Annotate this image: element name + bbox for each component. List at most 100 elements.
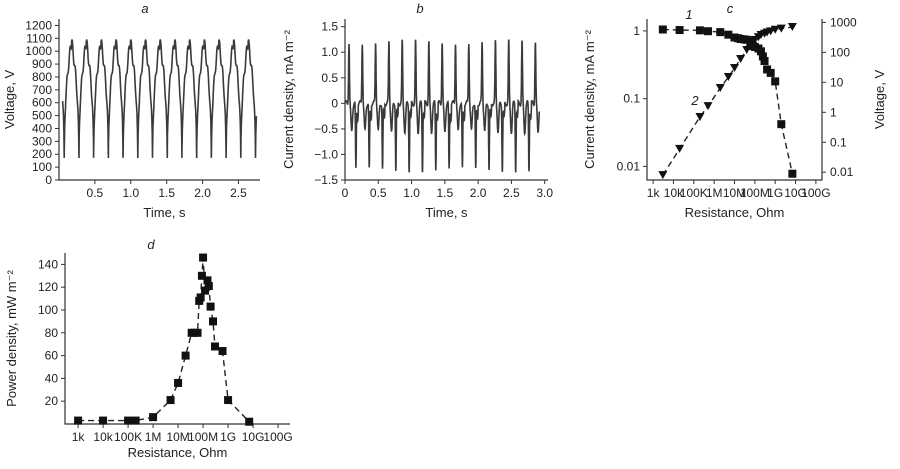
panel-d-xtick-label: 10M (166, 430, 189, 444)
power-density-point (174, 378, 183, 387)
series-1-point (758, 52, 767, 61)
panel-d-y-axis-label: Power density, mW m⁻² (4, 270, 19, 407)
series-1-point (675, 26, 684, 35)
panel-d-xtick-label: 1G (220, 430, 236, 444)
series-2-point (715, 83, 725, 92)
panel-a-x-axis-label: Time, s (143, 205, 186, 220)
panel-d-xtick-label: 1k (72, 430, 86, 444)
panel-d-xtick-label: 100M (188, 430, 218, 444)
power-density-point (204, 282, 213, 291)
series-2-label: 2 (690, 93, 699, 108)
power-density-point (224, 396, 233, 405)
series-2-point (658, 171, 668, 180)
power-density-point (193, 328, 202, 337)
series-2-point (736, 55, 746, 64)
power-density-point (211, 342, 219, 351)
panel-c-xtick-label: 100M (740, 186, 770, 200)
panel-b-ytick-label: 0.5 (321, 71, 338, 85)
panel-b-xtick-label: 0 (342, 186, 349, 200)
series-2-point (675, 144, 685, 153)
power-density-line (78, 257, 250, 423)
power-density-point (209, 317, 218, 326)
panel-b-xtick-label: 2.0 (470, 186, 487, 200)
panel-d-xtick-label: 100K (114, 430, 142, 444)
power-density-point (196, 293, 205, 302)
panel-c-label: c (727, 1, 734, 16)
panel-a-xtick-label: 2.5 (230, 186, 247, 200)
panel-b-current-trace (344, 39, 541, 173)
panel-a-ytick-label: 1100 (26, 31, 52, 45)
panel-a-ytick-label: 900 (32, 57, 52, 71)
panel-a-ytick-label: 1200 (25, 18, 52, 32)
panel-b-xtick-label: 0.5 (370, 186, 387, 200)
power-density-point (149, 413, 158, 422)
panel-d-ytick-label: 140 (38, 257, 58, 271)
series-1-point (788, 169, 797, 178)
panel-b-label: b (416, 1, 423, 16)
panel-c-ytick-label: 0.1 (830, 135, 847, 149)
series-2-point (742, 46, 752, 55)
series-1-label: 1 (685, 7, 692, 22)
panel-d-ytick-label: 120 (38, 280, 58, 294)
panel-a-y-axis-label: Voltage, V (2, 70, 17, 130)
panel-b-xtick-label: 3.0 (536, 186, 553, 200)
series-1-line (662, 28, 794, 174)
series-2-line (662, 26, 793, 176)
panel-b-ytick-label: −0.5 (314, 122, 338, 136)
panel-b-y-axis-label: Current density, mA m⁻² (281, 29, 296, 168)
panel-d-xtick-label: 1M (145, 430, 162, 444)
panel-a-chart: 0.5 1.0 1.5 2.0 2.5 0100200300400500600700800… (2, 18, 260, 220)
panel-b-chart: 0 0.5 1.0 1.5 2.0 2.5 3.0 −1.5 −1.0 −0.5 0 0.5 1.0 1.… (281, 19, 553, 220)
panel-a-xtick-label: 2.0 (194, 186, 211, 200)
panel-d-x-axis-label: Resistance, Ohm (128, 445, 228, 460)
panel-a-ytick-label: 600 (32, 96, 52, 110)
panel-a-ytick-label: 100 (32, 160, 52, 174)
power-density-point (181, 351, 190, 360)
panel-a-label: a (141, 1, 148, 16)
panel-d-ytick-label: 40 (45, 371, 59, 385)
series-2-point (776, 24, 786, 33)
series-2-point (695, 112, 705, 121)
panel-a-xtick-label: 1.5 (158, 186, 175, 200)
panel-c-xtick-label: 10k (664, 186, 684, 200)
panel-b-ytick-label: −1.5 (314, 173, 338, 187)
panel-a-ytick-label: 500 (32, 109, 52, 123)
panel-a-ytick-label: 1000 (25, 44, 52, 58)
panel-a-ytick-label: 300 (32, 134, 52, 148)
power-density-point (74, 416, 83, 425)
panel-a-ytick-label: 400 (32, 121, 52, 135)
power-density-point (206, 302, 215, 311)
power-density-point (131, 416, 140, 425)
panel-b-ytick-label: −1.0 (314, 147, 338, 161)
panel-c-ytick-label: 0.01 (617, 159, 641, 173)
panel-d-xtick-label: 10k (93, 430, 113, 444)
panel-a-ytick-label: 700 (32, 83, 52, 97)
panel-c-ytick-label: 0.01 (830, 165, 854, 179)
power-density-point (201, 286, 210, 295)
power-density-point (218, 347, 227, 356)
power-density-point (197, 271, 206, 280)
power-density-point (245, 417, 254, 426)
panel-a-ytick-label: 200 (32, 147, 52, 161)
series-1-point (724, 30, 733, 39)
panel-b-xtick-label: 1.0 (403, 186, 420, 200)
power-density-point (203, 276, 212, 285)
panel-a-xtick-label: 0.5 (87, 186, 104, 200)
series-1-point (766, 68, 775, 77)
panel-c-xtick-label: 100G (801, 186, 830, 200)
panel-c-xtick-label: 10G (784, 186, 807, 200)
panel-a-ytick-label: 800 (32, 70, 52, 84)
panel-b-x-axis-label: Time, s (425, 205, 468, 220)
series-1-point (771, 77, 780, 86)
panel-d-ytick-label: 80 (45, 326, 59, 340)
panel-d-xtick-label: 10G (242, 430, 265, 444)
panel-c-ytick-label: 0.1 (623, 92, 640, 106)
panel-b-xtick-label: 1.5 (436, 186, 453, 200)
panel-a-ytick-label: 0 (45, 173, 52, 187)
panel-c-x-axis-label: Resistance, Ohm (685, 205, 785, 220)
panel-c-ytick-label: 1 (830, 105, 837, 119)
power-density-point (199, 253, 208, 262)
panel-c-xtick-label: 1G (767, 186, 783, 200)
panel-c-xtick-label: 100K (680, 186, 708, 200)
series-1-point (695, 26, 704, 35)
